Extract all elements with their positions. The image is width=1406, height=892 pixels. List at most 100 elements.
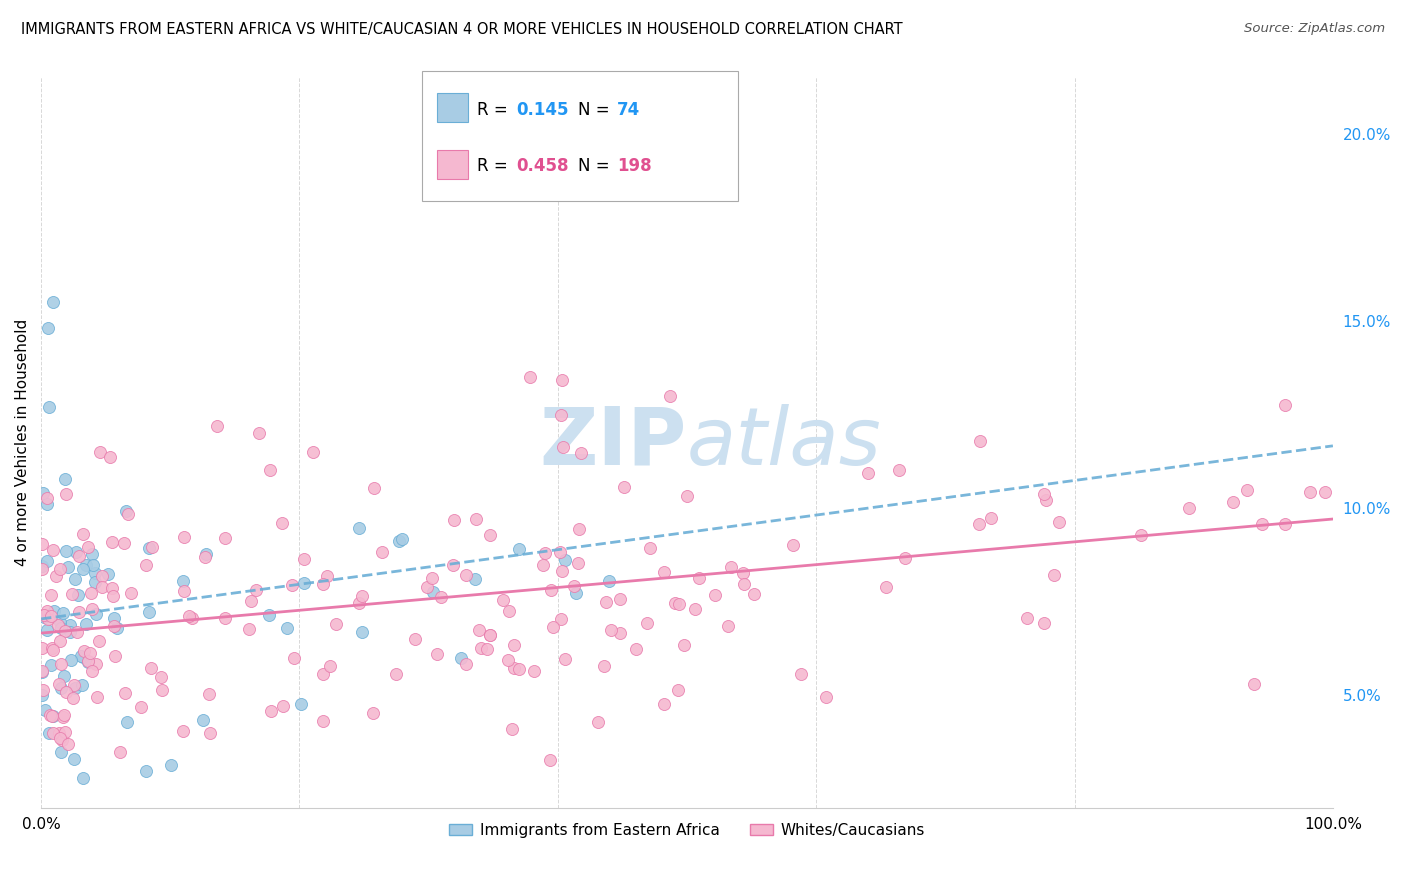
Point [1130,528,1153,542]
Point [1236,483,1258,497]
Point [66,588,89,602]
Point [551,564,574,578]
Point [638,541,661,556]
Point [39,657,62,672]
Point [105,621,128,635]
Point [1222,495,1244,509]
Point [430,591,453,605]
Point [554,652,576,666]
Point [48,634,70,648]
Point [55,486,77,500]
Point [37,623,59,637]
Point [523,664,546,678]
Point [316,569,339,583]
Point [52,669,75,683]
Point [716,618,738,632]
Point [42,642,65,657]
Point [51,745,73,759]
Point [548,545,571,559]
Point [468,624,491,638]
Point [1315,485,1337,500]
Point [551,441,574,455]
Point [508,541,530,556]
Point [37,400,59,414]
Point [37,497,59,511]
Point [31,537,53,551]
Point [103,619,125,633]
Point [856,467,879,481]
Point [80,602,103,616]
Point [422,585,444,599]
Point [67,605,90,619]
Text: N =: N = [578,101,614,119]
Point [70,648,93,663]
Point [301,445,323,459]
Point [141,540,163,554]
Point [609,592,631,607]
Point [150,670,173,684]
Point [454,657,477,672]
Point [38,708,60,723]
Point [731,566,754,580]
Point [276,621,298,635]
Point [82,558,104,572]
Point [668,597,690,611]
Point [53,472,76,486]
Point [48,677,70,691]
Point [38,725,60,739]
Point [77,540,100,554]
Point [100,450,122,464]
Point [1274,516,1296,531]
Point [478,528,501,542]
Point [172,724,194,739]
Point [48,562,70,576]
Point [51,733,73,747]
Point [659,389,682,403]
Point [79,646,101,660]
Point [77,654,100,668]
Point [404,632,426,646]
Point [782,537,804,551]
Point [121,586,143,600]
Point [75,617,97,632]
Point [138,605,160,619]
Text: atlas: atlas [688,403,882,482]
Point [554,553,576,567]
Point [205,418,228,433]
Point [271,516,294,530]
Point [363,481,385,495]
Point [52,606,75,620]
Point [598,574,620,588]
Point [586,714,609,729]
Point [969,434,991,448]
Point [568,522,591,536]
Point [508,662,530,676]
Point [1250,517,1272,532]
Point [465,512,488,526]
Point [34,703,56,717]
Point [347,521,370,535]
Point [1015,611,1038,625]
Point [65,572,87,586]
Point [292,551,315,566]
Y-axis label: 4 or more Vehicles in Household: 4 or more Vehicles in Household [15,319,30,566]
Point [967,516,990,531]
Point [652,697,675,711]
Point [271,699,294,714]
Text: 0.458: 0.458 [516,157,568,175]
Point [41,640,63,655]
Point [350,624,373,639]
Point [441,558,464,572]
Point [72,562,94,576]
Point [195,547,218,561]
Point [683,602,706,616]
Point [72,526,94,541]
Point [191,714,214,728]
Point [519,370,541,384]
Point [478,628,501,642]
Point [101,535,124,549]
Point [31,561,53,575]
Point [73,643,96,657]
Point [893,551,915,566]
Point [311,577,333,591]
